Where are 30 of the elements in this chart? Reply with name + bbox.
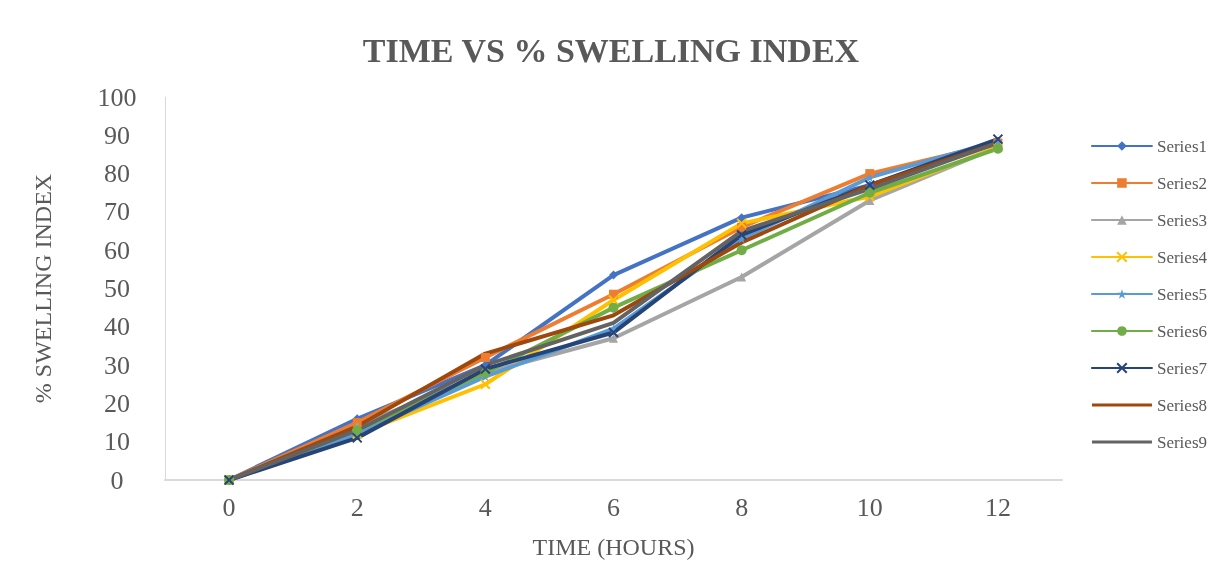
y-tick-label: 50	[104, 274, 130, 303]
y-axis-title: % SWELLING INDEX	[30, 173, 56, 404]
x-tick-label: 4	[478, 492, 492, 522]
legend-label: Series5	[1156, 284, 1207, 304]
y-tick-label: 40	[104, 312, 130, 342]
y-tick-label: 10	[104, 427, 130, 457]
x-tick-label: 0	[222, 492, 236, 522]
legend-label: Series8	[1156, 395, 1207, 415]
legend-label: Series2	[1156, 173, 1207, 193]
x-tick-label: 12	[984, 492, 1011, 522]
x-tick-label: 2	[350, 492, 364, 522]
legend-label: Series9	[1156, 432, 1207, 452]
y-tick-label: 0	[110, 465, 124, 495]
legend-label: Series7	[1156, 358, 1208, 378]
x-tick-label: 8	[735, 492, 749, 522]
x-axis-title: TIME (HOURS)	[532, 534, 695, 560]
y-tick-label: 100	[97, 82, 137, 112]
legend-label: Series1	[1156, 136, 1207, 156]
y-tick-label: 60	[104, 235, 130, 265]
x-tick-label: 6	[607, 492, 620, 522]
chart-title: TIME VS % SWELLING INDEX	[362, 31, 860, 69]
y-tick-label: 70	[104, 197, 130, 227]
y-tick-label: 90	[104, 120, 130, 150]
y-tick-label: 80	[104, 159, 130, 189]
x-tick-label: 10	[856, 492, 883, 522]
legend-label: Series3	[1156, 210, 1207, 230]
y-tick-label: 20	[104, 388, 130, 418]
y-tick-label: 30	[104, 350, 130, 380]
legend-label: Series6	[1156, 321, 1207, 341]
legend-label: Series4	[1156, 247, 1208, 267]
